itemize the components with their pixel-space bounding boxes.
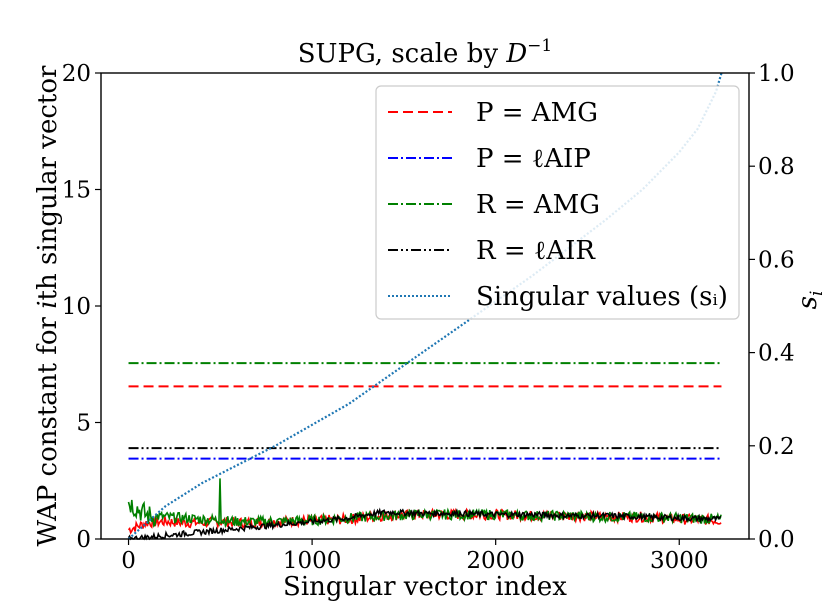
legend-box <box>375 85 740 320</box>
ticks: 0 1000 2000 3000 0 5 10 15 20 0.0 0.2 0.4 0.6 0.8 1.0 <box>62 61 795 574</box>
x-axis-label: Singular vector index <box>283 572 567 602</box>
noisy-trace-3 <box>127 507 722 541</box>
x-tick-label: 3000 <box>650 548 709 574</box>
y-axis-label: WAP constant for ith singular vector <box>33 65 63 546</box>
y2-tick-label: 0.0 <box>758 527 795 553</box>
y-tick-label: 15 <box>62 178 91 204</box>
y-tick-label: 10 <box>62 294 91 320</box>
y-tick-label: 0 <box>76 527 91 553</box>
x-tick-label: 0 <box>121 548 136 574</box>
y2-tick-label: 0.4 <box>758 341 795 367</box>
y-tick-label: 5 <box>76 411 91 437</box>
y2-tick-label: 0.2 <box>758 434 795 460</box>
y2-axis-label: si <box>793 291 827 310</box>
x-tick-label: 2000 <box>466 548 525 574</box>
y2-tick-label: 0.8 <box>758 154 795 180</box>
chart-title: SUPG, scale by D−1 <box>298 36 552 69</box>
x-tick-label: 1000 <box>283 548 342 574</box>
legend: P = AMG P = ℓAIP R = AMG R = ℓAIR Singular v… <box>375 85 740 320</box>
plot-lines <box>127 72 723 541</box>
y2-tick-label: 1.0 <box>758 61 795 87</box>
legend-label-1: P = AMG <box>476 98 598 128</box>
legend-label-5: Singular values (sᵢ) <box>476 282 728 312</box>
legend-label-2: P = ℓAIP <box>476 144 591 174</box>
legend-label-3: R = AMG <box>476 190 600 220</box>
noisy-trace-2 <box>127 478 722 529</box>
y2-tick-label: 0.6 <box>758 247 795 273</box>
series-line-5 <box>127 72 723 540</box>
legend-label-4: R = ℓAIR <box>476 236 596 266</box>
y-tick-label: 20 <box>62 61 91 87</box>
